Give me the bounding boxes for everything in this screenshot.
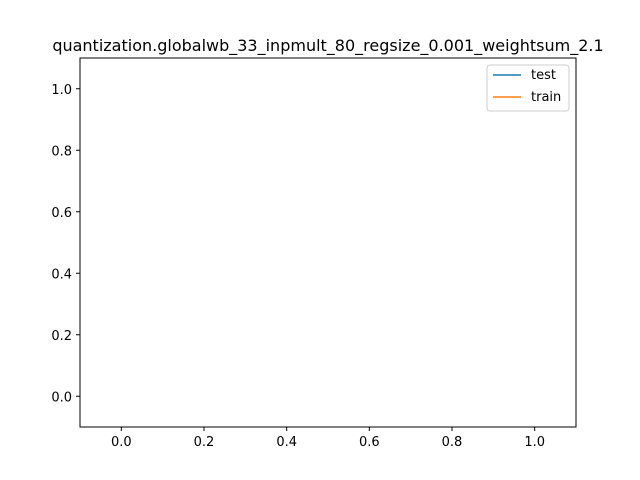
y-tick-label: 0.6 xyxy=(51,206,72,221)
legend: test train xyxy=(486,64,570,112)
y-tick-label: 1.0 xyxy=(51,83,72,98)
plot-area xyxy=(79,57,577,428)
y-tick-label: 0.8 xyxy=(51,144,72,159)
x-tick-label: 0.6 xyxy=(359,435,380,450)
y-tick-label: 0.4 xyxy=(51,267,72,282)
legend-box xyxy=(486,64,570,112)
legend-label-test: test xyxy=(531,68,556,83)
x-tick-label: 0.2 xyxy=(194,435,215,450)
y-tick-label: 0.0 xyxy=(51,390,72,405)
y-tick-label: 0.2 xyxy=(51,329,72,344)
x-tick-label: 0.0 xyxy=(111,435,132,450)
x-tick-label: 0.4 xyxy=(276,435,297,450)
x-tick-label: 0.8 xyxy=(442,435,463,450)
chart-title: quantization.globalwb_33_inpmult_80_regs… xyxy=(52,36,603,56)
y-axis: 0.0 0.2 0.4 0.6 0.8 1.0 xyxy=(51,83,80,405)
legend-label-train: train xyxy=(531,90,561,105)
x-tick-label: 1.0 xyxy=(524,435,545,450)
x-axis: 0.0 0.2 0.4 0.6 0.8 1.0 xyxy=(111,427,545,450)
